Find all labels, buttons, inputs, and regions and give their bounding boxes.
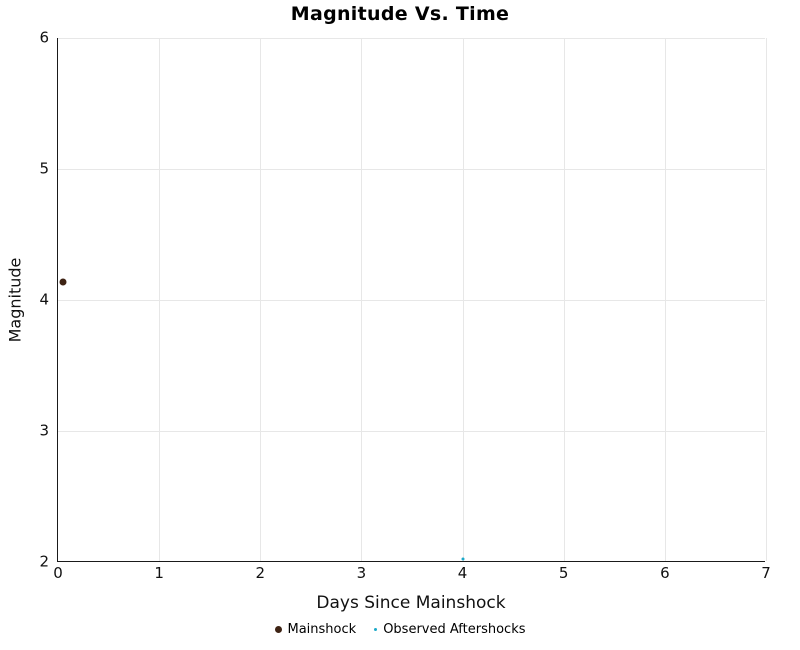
gridline-x-4 <box>462 38 464 561</box>
data-point-mainshock-0 <box>59 278 67 286</box>
x-tick-label-0: 0 <box>53 564 63 582</box>
gridline-x-6 <box>664 38 666 561</box>
y-axis-label: Magnitude <box>5 257 25 343</box>
legend: Mainshock Observed Aftershocks <box>0 622 800 637</box>
gridline-x-3 <box>361 38 363 561</box>
chart-title: Magnitude Vs. Time <box>290 3 510 25</box>
plot-area: 0 1 2 3 4 5 6 7 2 3 4 5 6 <box>39 30 770 581</box>
x-tick-label-1: 1 <box>154 564 164 582</box>
y-tick-label-6: 6 <box>39 28 49 47</box>
x-tick-label-4: 4 <box>457 564 468 582</box>
gridline-x-1 <box>159 38 161 561</box>
legend-label-mainshock: Mainshock <box>287 622 357 637</box>
y-tick-label-5: 5 <box>39 159 49 178</box>
gridline-x-7 <box>766 38 767 561</box>
legend-marker-mainshock-icon <box>274 626 282 633</box>
x-tick-label-3: 3 <box>356 564 367 582</box>
gridline-y-4 <box>58 300 765 301</box>
gridline-y-6 <box>58 38 765 39</box>
y-tick-label-2: 2 <box>39 552 49 571</box>
gridline-x-2 <box>260 38 262 561</box>
y-tick-label-3: 3 <box>39 421 49 440</box>
legend-label-observed-aftershocks: Observed Aftershocks <box>383 622 526 637</box>
x-tick-label-6: 6 <box>660 564 670 582</box>
legend-item-mainshock[interactable]: Mainshock <box>274 622 357 637</box>
x-tick-label-5: 5 <box>558 564 569 582</box>
legend-marker-observed-aftershocks-icon <box>374 628 378 631</box>
x-tick-label-2: 2 <box>255 564 266 582</box>
gridline-x-5 <box>563 38 565 561</box>
gridline-y-3 <box>58 431 765 432</box>
gridline-y-5 <box>58 169 765 170</box>
x-axis-label: Days Since Mainshock <box>316 593 506 613</box>
y-tick-label-4: 4 <box>39 290 49 309</box>
x-tick-label-7: 7 <box>761 564 771 582</box>
data-point-observed-aftershocks-0 <box>461 557 465 561</box>
legend-item-observed-aftershocks[interactable]: Observed Aftershocks <box>374 622 526 637</box>
